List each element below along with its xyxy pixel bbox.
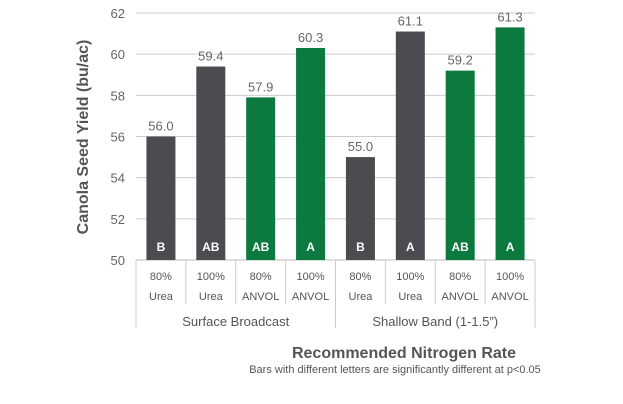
significance-letter: AB [202, 240, 220, 254]
bar [246, 97, 276, 261]
significance-letter: A [506, 240, 515, 254]
y-tick-label: 50 [111, 253, 125, 268]
category-product-label: ANVOL [491, 291, 528, 303]
bar [495, 27, 525, 261]
bars: 56.0 B 59.4 AB 57.9 AB 60.3 A 55.0 B 61.1 A 59.2 AB 61… [146, 9, 525, 261]
group-label: Shallow Band (1-1.5”) [372, 314, 498, 329]
bar-value-label: 55.0 [348, 139, 373, 154]
category-product-label: Urea [398, 291, 423, 303]
significance-letter: B [157, 240, 166, 254]
category-product-label: ANVOL [442, 291, 479, 303]
category-rate-label: 80% [349, 271, 371, 283]
y-tick-label: 52 [111, 212, 125, 227]
bar-value-label: 56.0 [148, 119, 173, 134]
bar-value-label: 59.4 [198, 49, 223, 64]
category-rate-label: 100% [197, 271, 225, 283]
group-label: Surface Broadcast [182, 314, 289, 329]
bar [395, 31, 425, 261]
significance-letter: A [306, 240, 315, 254]
y-tick-label: 60 [111, 47, 125, 62]
y-tick-label: 58 [111, 88, 125, 103]
y-tick-label: 62 [111, 6, 125, 21]
category-product-label: Urea [149, 291, 174, 303]
y-tick-label: 54 [111, 171, 125, 186]
x-axis-categories: 80% Urea 100% Urea 80% ANVOL 100% ANVOL 80% Urea 1… [135, 260, 536, 329]
bar-value-label: 61.1 [398, 14, 423, 29]
category-rate-label: 80% [449, 271, 471, 283]
category-rate-label: 100% [296, 271, 324, 283]
category-rate-label: 80% [150, 271, 172, 283]
category-rate-label: 80% [250, 271, 272, 283]
category-rate-label: 100% [396, 271, 424, 283]
y-axis-label: Canola Seed Yield (bu/ac) [75, 40, 92, 235]
bar [445, 70, 475, 260]
y-axis-ticks: 50 52 54 56 58 60 62 [111, 6, 125, 268]
bar-value-label: 60.3 [298, 30, 323, 45]
bar [345, 157, 375, 260]
significance-note: Bars with different letters are signific… [249, 364, 541, 376]
category-product-label: ANVOL [242, 291, 279, 303]
bar-value-label: 59.2 [448, 53, 473, 68]
significance-letter: AB [452, 240, 470, 254]
category-product-label: Urea [199, 291, 224, 303]
bar [296, 47, 326, 260]
bar [196, 66, 226, 261]
y-tick-label: 56 [111, 130, 125, 145]
significance-letter: A [406, 240, 415, 254]
gridlines [136, 12, 535, 261]
significance-letter: B [356, 240, 365, 254]
category-rate-label: 100% [496, 271, 524, 283]
category-product-label: ANVOL [292, 291, 329, 303]
x-axis-label: Recommended Nitrogen Rate [292, 345, 516, 362]
category-product-label: Urea [349, 291, 374, 303]
significance-letter: AB [252, 240, 270, 254]
bar-value-label: 57.9 [248, 79, 273, 94]
bar [146, 136, 176, 260]
bar-value-label: 61.3 [497, 9, 522, 24]
